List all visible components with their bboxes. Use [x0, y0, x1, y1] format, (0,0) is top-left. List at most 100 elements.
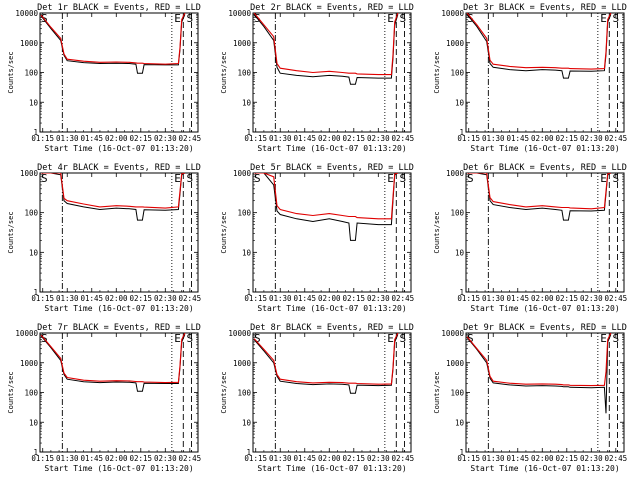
y-tick-label: 10 — [455, 418, 465, 427]
series-line-lld — [40, 13, 186, 65]
y-tick-label: 1 — [33, 448, 38, 457]
series-line-lld — [253, 13, 399, 76]
series-line-events — [254, 173, 399, 241]
series-line-lld — [467, 173, 612, 210]
chart-panel-6: Det 6r BLACK = Events, RED = LLD 1 10 100 10… — [433, 163, 627, 313]
x-tick-label: 02:30 — [367, 294, 390, 303]
chart-title: Det 7r BLACK = Events, RED = LLD — [37, 323, 201, 333]
x-tick-label: 01:45 — [506, 134, 529, 143]
x-tick-label: 01:45 — [80, 454, 103, 463]
x-tick-label: 01:30 — [482, 134, 505, 143]
x-axis-label: Start Time (16-Oct-07 01:13:20) — [470, 144, 619, 153]
plot-frame — [465, 172, 625, 293]
chart-title: Det 2r BLACK = Events, RED = LLD — [250, 3, 414, 13]
series-line-lld — [466, 333, 612, 387]
marker-start-right: S — [613, 172, 620, 185]
marker-end: E — [174, 12, 181, 25]
chart-panel-5: Det 5r BLACK = Events, RED = LLD 1 10 100 10… — [220, 163, 414, 313]
series-line-lld — [253, 333, 399, 385]
chart-panel-1: Det 1r BLACK = Events, RED = LLD 1 10 100 10… — [7, 3, 201, 153]
y-tick-label: 1 — [33, 288, 38, 297]
marker-start-left: S — [467, 332, 474, 345]
chart-panel-9: Det 9r BLACK = Events, RED = LLD 1 10 100 10… — [433, 323, 627, 473]
x-tick-label: 01:15 — [244, 294, 267, 303]
y-tick-label: 100 — [450, 209, 464, 218]
x-tick-label: 02:00 — [318, 134, 341, 143]
x-tick-label: 01:30 — [56, 454, 79, 463]
y-axis-label: Counts/sec — [220, 371, 228, 413]
y-tick-label: 10 — [455, 248, 465, 257]
y-axis-label: Counts/sec — [433, 51, 441, 93]
plot-frame — [39, 12, 199, 133]
y-tick-label: 1000 — [20, 169, 39, 178]
plot-frame — [39, 172, 199, 293]
y-tick-label: 1 — [33, 128, 38, 137]
y-tick-label: 10 — [455, 98, 465, 107]
y-tick-label: 100 — [450, 69, 464, 78]
x-tick-label: 02:30 — [367, 454, 390, 463]
x-tick-label: 02:15 — [343, 454, 366, 463]
x-tick-label: 02:30 — [154, 454, 177, 463]
x-tick-label: 02:15 — [130, 294, 153, 303]
x-tick-label: 01:30 — [269, 134, 292, 143]
x-tick-label: 02:00 — [531, 134, 554, 143]
chart-panel-2: Det 2r BLACK = Events, RED = LLD 1 10 100 10… — [220, 3, 414, 153]
x-axis-label: Start Time (16-Oct-07 01:13:20) — [257, 464, 406, 473]
x-tick-label: 01:45 — [293, 454, 316, 463]
y-tick-label: 1 — [246, 288, 251, 297]
marker-start-right: S — [187, 332, 194, 345]
marker-start-right: S — [613, 332, 620, 345]
x-axis-label: Start Time (16-Oct-07 01:13:20) — [470, 464, 619, 473]
marker-start-left: S — [254, 172, 261, 185]
chart-title: Det 1r BLACK = Events, RED = LLD — [37, 3, 201, 13]
x-tick-label: 02:45 — [179, 294, 202, 303]
x-tick-label: 02:45 — [179, 134, 202, 143]
chart-title: Det 8r BLACK = Events, RED = LLD — [250, 323, 414, 333]
y-tick-label: 1000 — [233, 169, 252, 178]
x-tick-label: 01:45 — [506, 454, 529, 463]
x-tick-label: 02:15 — [343, 134, 366, 143]
marker-start-right: S — [400, 332, 407, 345]
chart-panel-3: Det 3r BLACK = Events, RED = LLD 1 10 100 10… — [433, 3, 627, 153]
x-tick-label: 01:30 — [56, 294, 79, 303]
chart-panel-7: Det 7r BLACK = Events, RED = LLD 1 10 100 10… — [7, 323, 201, 473]
series-line-lld — [41, 173, 186, 209]
x-tick-label: 02:15 — [343, 294, 366, 303]
x-tick-label: 02:00 — [318, 454, 341, 463]
x-tick-label: 02:15 — [130, 134, 153, 143]
y-tick-label: 1000 — [446, 169, 465, 178]
y-axis-label: Counts/sec — [220, 211, 228, 253]
y-tick-label: 10 — [242, 98, 252, 107]
marker-end: E — [387, 332, 394, 345]
x-tick-label: 01:15 — [457, 134, 480, 143]
y-axis-label: Counts/sec — [220, 51, 228, 93]
y-tick-label: 10 — [242, 248, 252, 257]
x-tick-label: 02:15 — [556, 134, 579, 143]
series-line-lld — [466, 13, 612, 70]
marker-start-right: S — [400, 12, 407, 25]
y-tick-label: 100 — [24, 69, 38, 78]
x-tick-label: 02:00 — [105, 454, 128, 463]
x-tick-label: 02:45 — [392, 454, 415, 463]
x-tick-label: 01:45 — [293, 294, 316, 303]
x-tick-label: 02:45 — [605, 294, 628, 303]
x-tick-label: 02:45 — [605, 454, 628, 463]
x-tick-label: 01:15 — [31, 134, 54, 143]
marker-start-right: S — [187, 172, 194, 185]
x-tick-label: 01:15 — [31, 294, 54, 303]
marker-end: E — [600, 12, 607, 25]
x-axis-label: Start Time (16-Oct-07 01:13:20) — [470, 304, 619, 313]
x-tick-label: 01:30 — [482, 454, 505, 463]
marker-start-left: S — [254, 332, 261, 345]
marker-start-left: S — [41, 172, 48, 185]
plot-frame — [252, 332, 412, 453]
y-tick-label: 1000 — [233, 359, 252, 368]
y-axis-label: Counts/sec — [433, 371, 441, 413]
y-tick-label: 10000 — [15, 9, 38, 18]
x-tick-label: 02:00 — [105, 294, 128, 303]
x-tick-label: 01:15 — [244, 134, 267, 143]
y-tick-label: 100 — [24, 389, 38, 398]
marker-end: E — [387, 172, 394, 185]
y-tick-label: 10000 — [228, 9, 251, 18]
